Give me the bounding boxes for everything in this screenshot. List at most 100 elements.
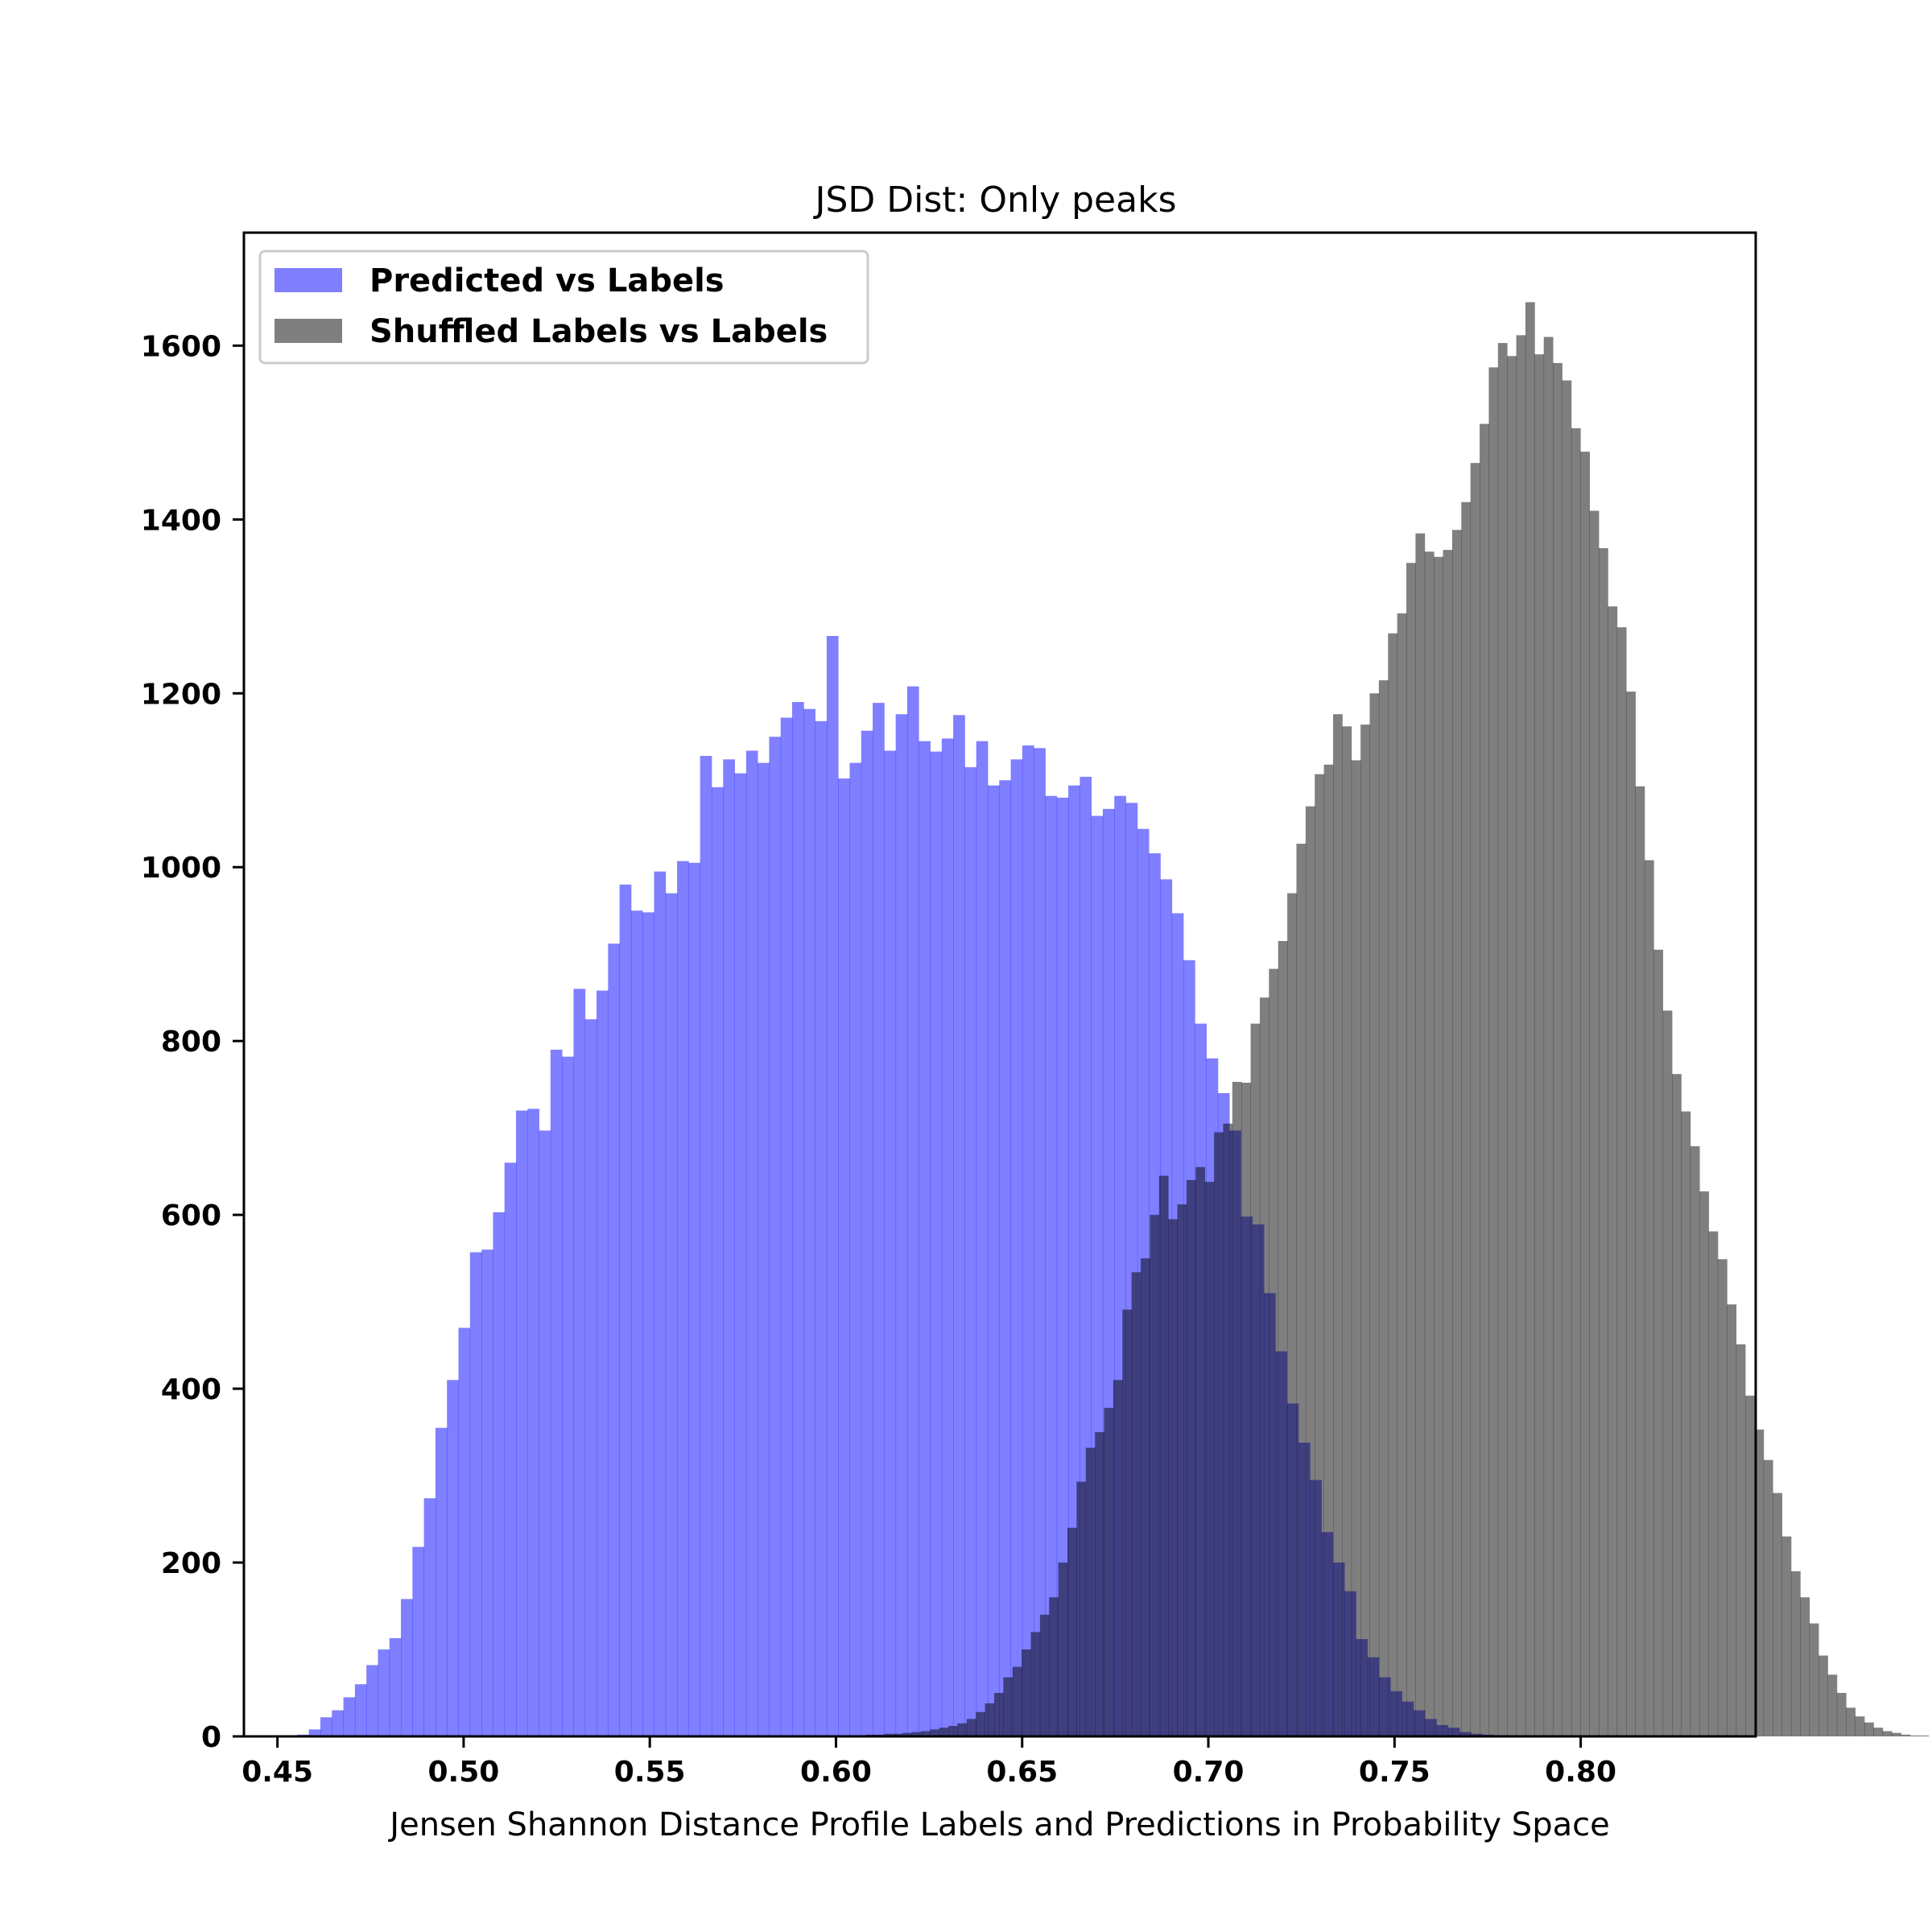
histogram-bar xyxy=(550,1049,563,1736)
histogram-bar xyxy=(1085,1447,1096,1736)
histogram-bar xyxy=(1315,774,1325,1737)
y-axis-ticks: 0 200 400 600 800 1000 1200 1400 1600 xyxy=(141,330,244,1754)
x-tick-label: 0.70 xyxy=(1173,1756,1245,1789)
histogram-bar xyxy=(688,862,701,1736)
histogram-bar xyxy=(893,1733,903,1736)
histogram-bar xyxy=(1369,693,1380,1736)
histogram-bar xyxy=(758,762,770,1737)
chart-title: JSD Dist: Only peaks xyxy=(812,180,1176,221)
histogram-bar xyxy=(1562,380,1572,1736)
histogram-bar xyxy=(1580,452,1591,1736)
series-shuffled xyxy=(829,302,1930,1737)
histogram-bar xyxy=(1745,1395,1755,1736)
histogram-bar xyxy=(1406,563,1416,1736)
histogram-bar xyxy=(1470,463,1480,1736)
legend-swatch-predicted xyxy=(275,268,342,292)
histogram-bar xyxy=(919,741,931,1737)
histogram-bar xyxy=(769,737,782,1736)
y-tick-label: 800 xyxy=(161,1026,221,1059)
histogram-bars xyxy=(251,302,1930,1737)
histogram-bar xyxy=(1158,1175,1169,1736)
histogram-bar xyxy=(1214,1132,1224,1736)
histogram-bar xyxy=(654,871,667,1736)
histogram-bar xyxy=(320,1717,332,1736)
histogram-bar xyxy=(803,708,816,1737)
histogram-bar xyxy=(1800,1597,1810,1736)
histogram-bar xyxy=(734,773,747,1736)
histogram-bar xyxy=(1781,1536,1792,1736)
histogram-bar xyxy=(920,1731,931,1736)
histogram-bar xyxy=(1424,551,1435,1736)
x-tick-label: 0.65 xyxy=(986,1756,1058,1789)
histogram-bar xyxy=(930,751,943,1736)
histogram-bar xyxy=(838,778,850,1736)
histogram-bar xyxy=(1030,1632,1041,1736)
y-tick-label: 400 xyxy=(161,1373,221,1406)
legend-swatch-shuffled xyxy=(275,319,342,343)
histogram-bar xyxy=(1736,1344,1746,1736)
y-tick-label: 1000 xyxy=(141,852,221,885)
histogram-bar xyxy=(1269,968,1279,1736)
histogram-bar xyxy=(619,884,632,1736)
y-tick-label: 600 xyxy=(161,1199,221,1232)
histogram-bar xyxy=(1067,1527,1077,1736)
histogram-bar xyxy=(1287,893,1297,1736)
histogram-bar xyxy=(308,1729,321,1736)
histogram-bar xyxy=(884,750,897,1736)
histogram-bar xyxy=(1754,1429,1765,1736)
histogram-bar xyxy=(1195,1166,1206,1736)
legend: Predicted vs Labels Shuffled Labels vs L… xyxy=(258,250,869,365)
histogram-bar xyxy=(493,1212,506,1736)
histogram-bar xyxy=(1497,343,1508,1736)
histogram-bar xyxy=(1534,354,1545,1736)
histogram-bar xyxy=(1809,1623,1819,1736)
plot-area-frame xyxy=(242,231,1757,1738)
histogram-bar xyxy=(1480,423,1489,1736)
histogram-bar xyxy=(1855,1716,1865,1736)
x-axis-ticks: 0.45 0.50 0.55 0.60 0.65 0.70 0.75 0.80 xyxy=(242,1736,1616,1789)
histogram-bar xyxy=(435,1427,448,1736)
histogram-bar xyxy=(343,1697,356,1736)
histogram-bar xyxy=(539,1130,551,1736)
histogram-bar xyxy=(815,720,828,1736)
histogram-bar xyxy=(941,738,954,1737)
histogram-bar xyxy=(1397,613,1407,1737)
histogram-bar xyxy=(401,1599,413,1736)
histogram-bar xyxy=(562,1056,574,1736)
histogram-bar xyxy=(1616,627,1627,1736)
histogram-bar xyxy=(902,1732,912,1736)
histogram-bar xyxy=(745,750,758,1736)
histogram-bar xyxy=(1708,1231,1719,1736)
histogram-bar xyxy=(1589,510,1600,1736)
y-tick-label: 200 xyxy=(161,1547,221,1580)
histogram-bar xyxy=(1773,1492,1782,1736)
histogram-bar xyxy=(884,1733,894,1736)
histogram-bar xyxy=(999,780,1011,1736)
histogram-bar xyxy=(527,1108,539,1736)
histogram-bar xyxy=(469,1252,482,1736)
histogram-bar xyxy=(1204,1182,1215,1736)
histogram-bar xyxy=(1827,1674,1838,1736)
histogram-bar xyxy=(953,715,965,1736)
histogram-bar xyxy=(1525,302,1535,1736)
histogram-bar xyxy=(1461,502,1472,1736)
histogram-bar xyxy=(366,1665,378,1736)
histogram-bar xyxy=(1186,1179,1196,1736)
histogram-bar xyxy=(1608,606,1618,1736)
histogram-bar xyxy=(1644,860,1654,1736)
histogram-bar xyxy=(700,756,712,1736)
histogram-bar xyxy=(723,759,735,1736)
x-axis-label: Jensen Shannon Distance Profile Labels a… xyxy=(387,1806,1609,1843)
histogram-bar xyxy=(1278,941,1288,1736)
histogram-bar xyxy=(988,785,1000,1736)
histogram-bar xyxy=(873,703,885,1736)
histogram-bar xyxy=(1305,806,1315,1736)
histogram-bar xyxy=(849,762,862,1737)
histogram-bar xyxy=(1516,335,1526,1736)
histogram-bar xyxy=(584,1019,597,1736)
histogram-bar xyxy=(1571,427,1581,1737)
histogram-bar xyxy=(1443,550,1453,1736)
histogram-bar xyxy=(1150,1215,1160,1736)
histogram-bar xyxy=(930,1729,940,1736)
